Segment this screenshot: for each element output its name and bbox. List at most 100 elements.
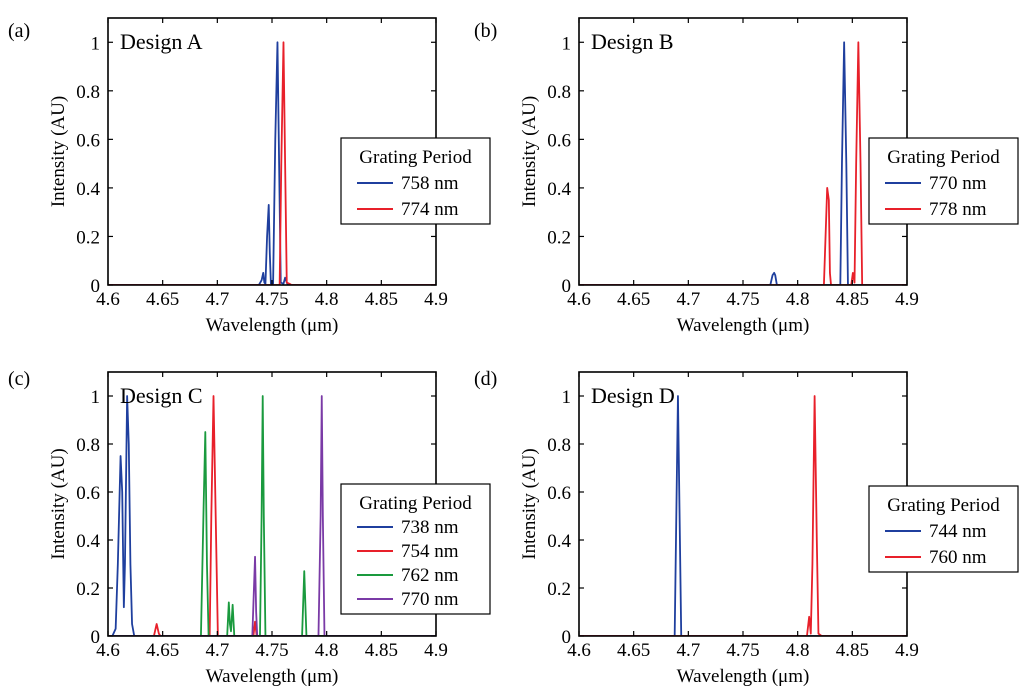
x-tick-label: 4.85 xyxy=(836,640,869,661)
legend-entry: 778 nm xyxy=(929,199,987,220)
x-tick-label: 4.6 xyxy=(96,640,120,661)
series-group xyxy=(108,395,436,636)
x-tick-label: 4.9 xyxy=(424,640,448,661)
legend: Grating Period 758 nm 774 nm xyxy=(340,137,491,225)
x-tick-label: 4.7 xyxy=(205,289,229,310)
series-line-760-nm xyxy=(579,395,907,636)
y-tick-label: 1 xyxy=(562,33,572,54)
axes-box xyxy=(578,371,908,637)
legend-box xyxy=(340,483,491,615)
y-tick-label: 0.8 xyxy=(547,82,571,103)
y-tick-label: 0.8 xyxy=(547,435,571,456)
panel-title: Design B xyxy=(591,29,674,54)
legend-entry: 758 nm xyxy=(401,173,459,194)
x-tick-label: 4.6 xyxy=(567,640,591,661)
panel-c: (c) 4.6 4.65 4.7 4.75 4.8 4.85 4.9 0 0.2 0.4 0.6 0.8… xyxy=(8,368,491,687)
x-tick-label: 4.8 xyxy=(786,289,810,310)
y-tick-label: 0.8 xyxy=(76,435,100,456)
y-tick-label: 0.6 xyxy=(547,483,571,504)
legend-entry: 762 nm xyxy=(401,565,459,586)
x-tick-label: 4.65 xyxy=(146,640,179,661)
x-tick-label: 4.85 xyxy=(836,289,869,310)
y-tick-label: 0 xyxy=(91,276,101,297)
y-tick-label: 0 xyxy=(562,627,572,648)
x-tick-label: 4.75 xyxy=(726,289,759,310)
x-axis-label: Wavelength (μm) xyxy=(206,666,339,687)
x-tick-label: 4.9 xyxy=(895,289,919,310)
y-tick-label: 1 xyxy=(91,387,101,408)
panel-label: (b) xyxy=(474,20,497,42)
y-tick-label: 0.2 xyxy=(547,579,571,600)
y-axis-label: Intensity (AU) xyxy=(519,448,540,559)
x-axis-label: Wavelength (μm) xyxy=(206,315,339,336)
x-tick-label: 4.65 xyxy=(617,289,650,310)
y-tick-label: 0.4 xyxy=(76,531,100,552)
legend-entry: 760 nm xyxy=(929,547,987,568)
y-axis-label: Intensity (AU) xyxy=(48,448,69,559)
panel-title: Design D xyxy=(591,383,675,408)
legend-title: Grating Period xyxy=(359,147,472,168)
panel-label: (a) xyxy=(8,20,30,42)
x-tick-label: 4.7 xyxy=(676,289,700,310)
legend: Grating Period 738 nm 754 nm 762 nm 770 nm xyxy=(340,483,491,615)
y-tick-label: 0.8 xyxy=(76,82,100,103)
legend-entry: 770 nm xyxy=(929,173,987,194)
legend: Grating Period 744 nm 760 nm xyxy=(868,485,1019,573)
legend-entry: 754 nm xyxy=(401,541,459,562)
panel-label: (c) xyxy=(8,368,30,390)
y-tick-label: 0.6 xyxy=(547,130,571,151)
series-line-754-nm xyxy=(108,395,436,636)
panel-a: (a) 4.6 4.65 4.7 4.75 4.8 4.85 4.9 0 0.2 0.4 0.6 0.8… xyxy=(8,17,491,336)
x-tick-label: 4.6 xyxy=(567,289,591,310)
x-axis-label: Wavelength (μm) xyxy=(677,315,810,336)
series-group xyxy=(579,395,907,636)
x-tick-label: 4.8 xyxy=(786,640,810,661)
x-tick-label: 4.8 xyxy=(315,289,339,310)
y-axis-label: Intensity (AU) xyxy=(519,96,540,207)
y-tick-label: 0.4 xyxy=(76,179,100,200)
x-tick-label: 4.9 xyxy=(424,289,448,310)
series-line-762-nm xyxy=(108,395,436,636)
x-tick-label: 4.85 xyxy=(365,289,398,310)
panel-title: Design A xyxy=(120,29,203,54)
y-axis-label: Intensity (AU) xyxy=(48,96,69,207)
legend-title: Grating Period xyxy=(887,495,1000,516)
x-tick-label: 4.75 xyxy=(726,640,759,661)
panel-label: (d) xyxy=(474,368,497,390)
y-tick-label: 1 xyxy=(562,387,572,408)
legend-title: Grating Period xyxy=(359,493,472,514)
x-axis-label: Wavelength (μm) xyxy=(677,666,810,687)
y-tick-label: 0.2 xyxy=(547,227,571,248)
x-tick-label: 4.65 xyxy=(617,640,650,661)
y-tick-label: 0.4 xyxy=(547,179,571,200)
x-tick-label: 4.9 xyxy=(895,640,919,661)
legend-entry: 738 nm xyxy=(401,517,459,538)
panel-title: Design C xyxy=(120,383,203,408)
y-tick-label: 0.4 xyxy=(547,531,571,552)
x-tick-label: 4.7 xyxy=(676,640,700,661)
panel-b: (b) 4.6 4.65 4.7 4.75 4.8 4.85 4.9 0 0.2 0.4 0.6 0.8… xyxy=(474,17,1019,336)
panel-d: (d) 4.6 4.65 4.7 4.75 4.8 4.85 4.9 0 0.2 0.4 0.6 0.8… xyxy=(474,368,1019,687)
series-line-744-nm xyxy=(579,395,907,636)
series-line-738-nm xyxy=(108,395,436,636)
legend: Grating Period 770 nm 778 nm xyxy=(868,137,1019,225)
x-tick-label: 4.7 xyxy=(205,640,229,661)
y-tick-label: 0.2 xyxy=(76,579,100,600)
y-tick-label: 1 xyxy=(91,33,101,54)
y-tick-label: 0.6 xyxy=(76,483,100,504)
legend-title: Grating Period xyxy=(887,147,1000,168)
x-tick-label: 4.75 xyxy=(255,289,288,310)
x-tick-label: 4.6 xyxy=(96,289,120,310)
series-group xyxy=(579,41,907,285)
legend-entry: 744 nm xyxy=(929,521,987,542)
legend-entry: 770 nm xyxy=(401,589,459,610)
series-line-770-nm xyxy=(579,41,907,285)
series-line-778-nm xyxy=(579,41,907,285)
y-tick-label: 0 xyxy=(562,276,572,297)
series-line-770-nm xyxy=(108,395,436,636)
x-tick-label: 4.85 xyxy=(365,640,398,661)
y-tick-label: 0.2 xyxy=(76,227,100,248)
x-tick-label: 4.65 xyxy=(146,289,179,310)
x-tick-label: 4.8 xyxy=(315,640,339,661)
